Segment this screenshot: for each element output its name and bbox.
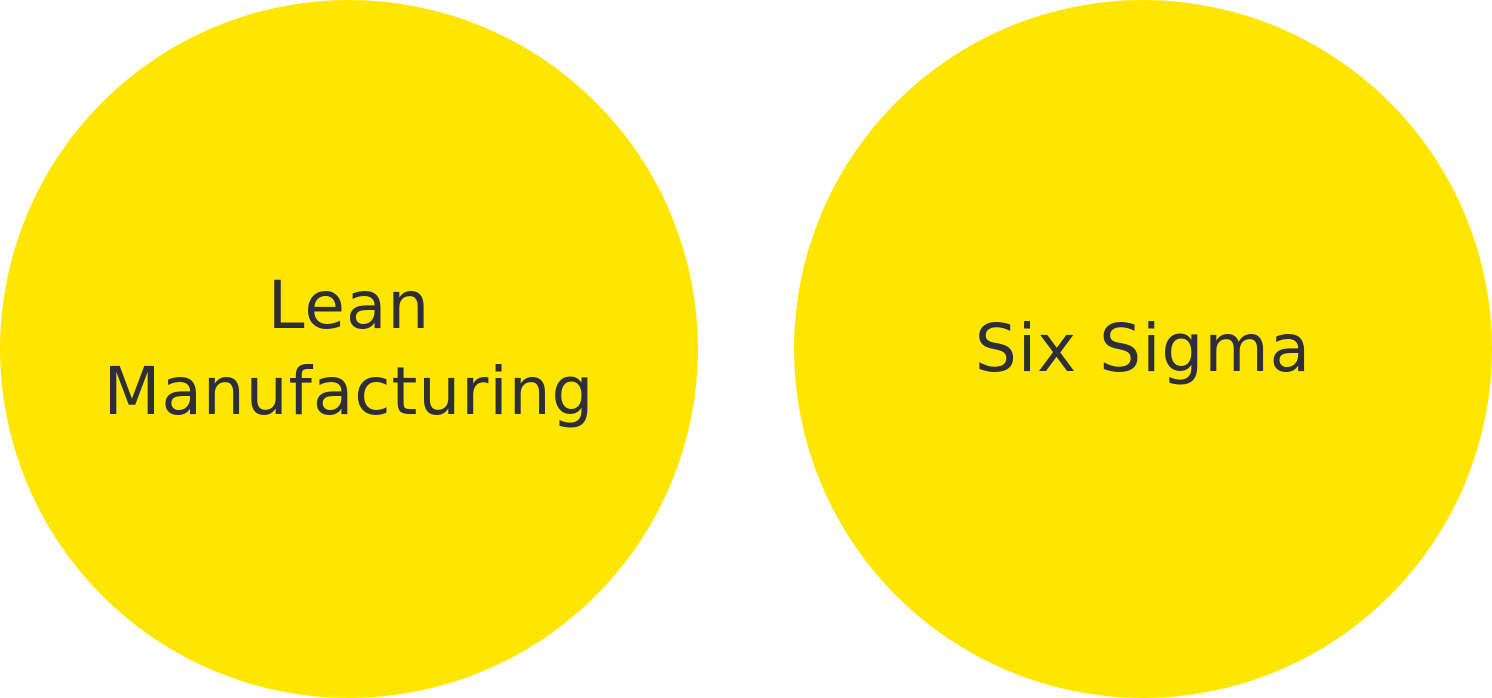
lean-manufacturing-label: Lean Manufacturing	[103, 267, 595, 430]
six-sigma-label: Six Sigma	[974, 310, 1312, 387]
lean-manufacturing-circle: Lean Manufacturing	[0, 0, 698, 698]
six-sigma-circle: Six Sigma	[794, 0, 1492, 698]
